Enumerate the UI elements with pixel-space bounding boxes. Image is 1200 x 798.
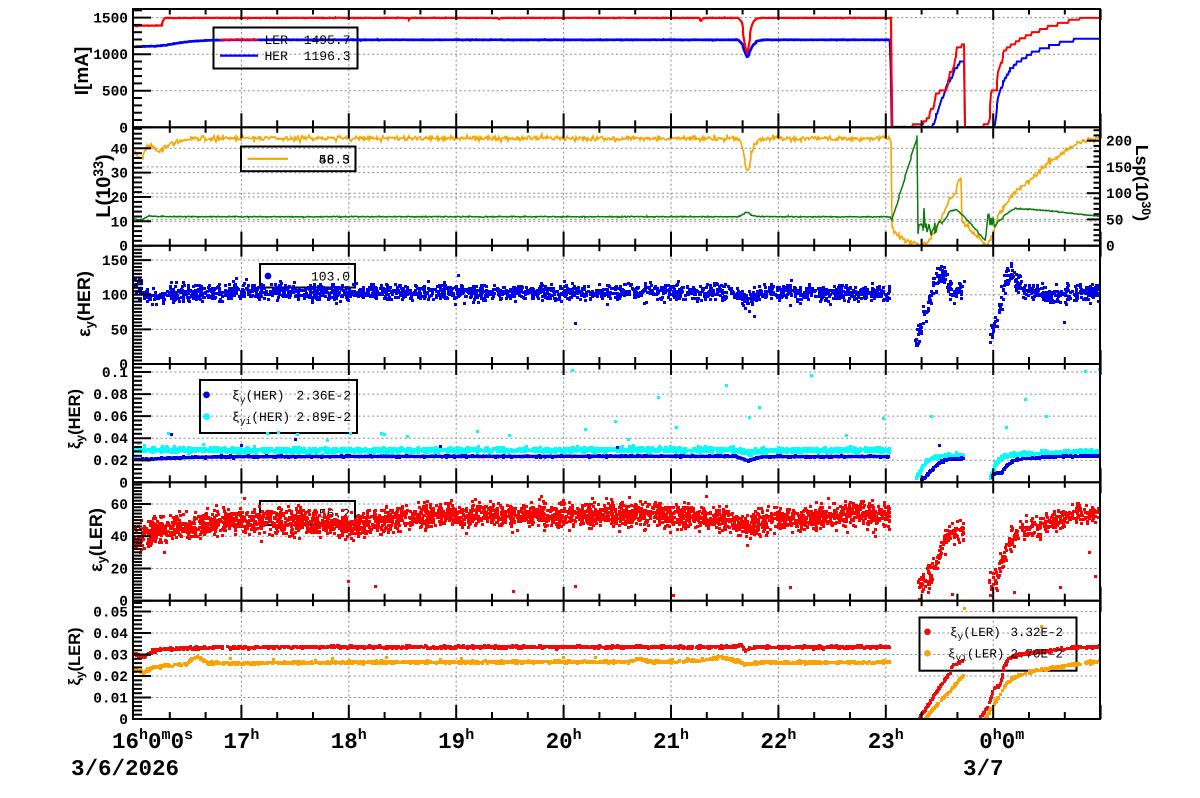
svg-text:100: 100 (1106, 187, 1132, 203)
svg-text:1495.7: 1495.7 (304, 33, 351, 48)
svg-text:58.3: 58.3 (319, 152, 350, 167)
svg-text:200: 200 (1106, 135, 1132, 151)
svg-text:20: 20 (111, 563, 128, 579)
svg-text:103.0: 103.0 (311, 270, 350, 285)
svg-text:HER: HER (265, 49, 289, 64)
svg-text:εy(LER): εy(LER) (86, 508, 109, 572)
svg-text:20: 20 (111, 191, 128, 207)
svg-text:0: 0 (119, 240, 128, 256)
svg-text:0.02: 0.02 (93, 670, 128, 686)
svg-text:0h0m: 0h0m (979, 727, 1024, 755)
svg-text:1500: 1500 (93, 12, 128, 28)
svg-text:30: 30 (111, 167, 128, 183)
svg-text:0.04: 0.04 (93, 432, 128, 448)
svg-text:L(1033): L(1033) (90, 154, 115, 217)
svg-text:100: 100 (102, 289, 128, 305)
svg-text:ξy(LER): ξy(LER) (950, 626, 1001, 642)
svg-text:10: 10 (111, 215, 128, 231)
svg-text:0: 0 (1106, 240, 1115, 256)
svg-text:0: 0 (119, 358, 128, 374)
svg-text:50: 50 (111, 323, 128, 339)
svg-text:I[mA]: I[mA] (72, 47, 93, 96)
svg-text:1000: 1000 (93, 48, 128, 64)
svg-text:0: 0 (119, 713, 128, 729)
svg-text:0.01: 0.01 (93, 692, 128, 708)
svg-text:2.70E-2: 2.70E-2 (1010, 648, 1063, 662)
svg-text:0.02: 0.02 (93, 454, 128, 470)
svg-text:3/6/2026: 3/6/2026 (71, 756, 179, 782)
svg-text:3.32E-2: 3.32E-2 (1010, 626, 1063, 640)
svg-text:2.89E-2: 2.89E-2 (296, 410, 351, 425)
svg-text:16h0m0s: 16h0m0s (112, 727, 193, 755)
svg-text:0.04: 0.04 (93, 627, 128, 643)
svg-text:0: 0 (119, 476, 128, 492)
svg-text:3/7: 3/7 (963, 756, 1004, 782)
svg-text:ξy(HER): ξy(HER) (66, 389, 87, 449)
svg-text:500: 500 (102, 85, 128, 101)
svg-text:ξy(HER): ξy(HER) (232, 388, 285, 405)
svg-text:50: 50 (1106, 213, 1123, 229)
svg-text:0.1: 0.1 (102, 366, 128, 382)
svg-text:40: 40 (111, 142, 128, 158)
svg-text:εy(HER): εy(HER) (74, 271, 97, 337)
svg-text:60: 60 (111, 498, 128, 514)
svg-text:0.08: 0.08 (93, 388, 128, 404)
svg-text:0: 0 (119, 595, 128, 611)
svg-text:46.5: 46.5 (319, 152, 350, 167)
svg-text:2.36E-2: 2.36E-2 (296, 388, 351, 403)
svg-text:0.05: 0.05 (93, 606, 128, 622)
svg-text:150: 150 (102, 254, 128, 270)
svg-text:0.06: 0.06 (93, 410, 128, 426)
svg-text:40: 40 (111, 530, 128, 546)
svg-text:ξy(LER): ξy(LER) (66, 627, 87, 685)
svg-text:1196.3: 1196.3 (304, 49, 351, 64)
svg-text:150: 150 (1106, 161, 1132, 177)
svg-text:0.03: 0.03 (93, 649, 128, 665)
svg-text:0: 0 (119, 121, 128, 137)
svg-text:LER: LER (265, 33, 289, 48)
